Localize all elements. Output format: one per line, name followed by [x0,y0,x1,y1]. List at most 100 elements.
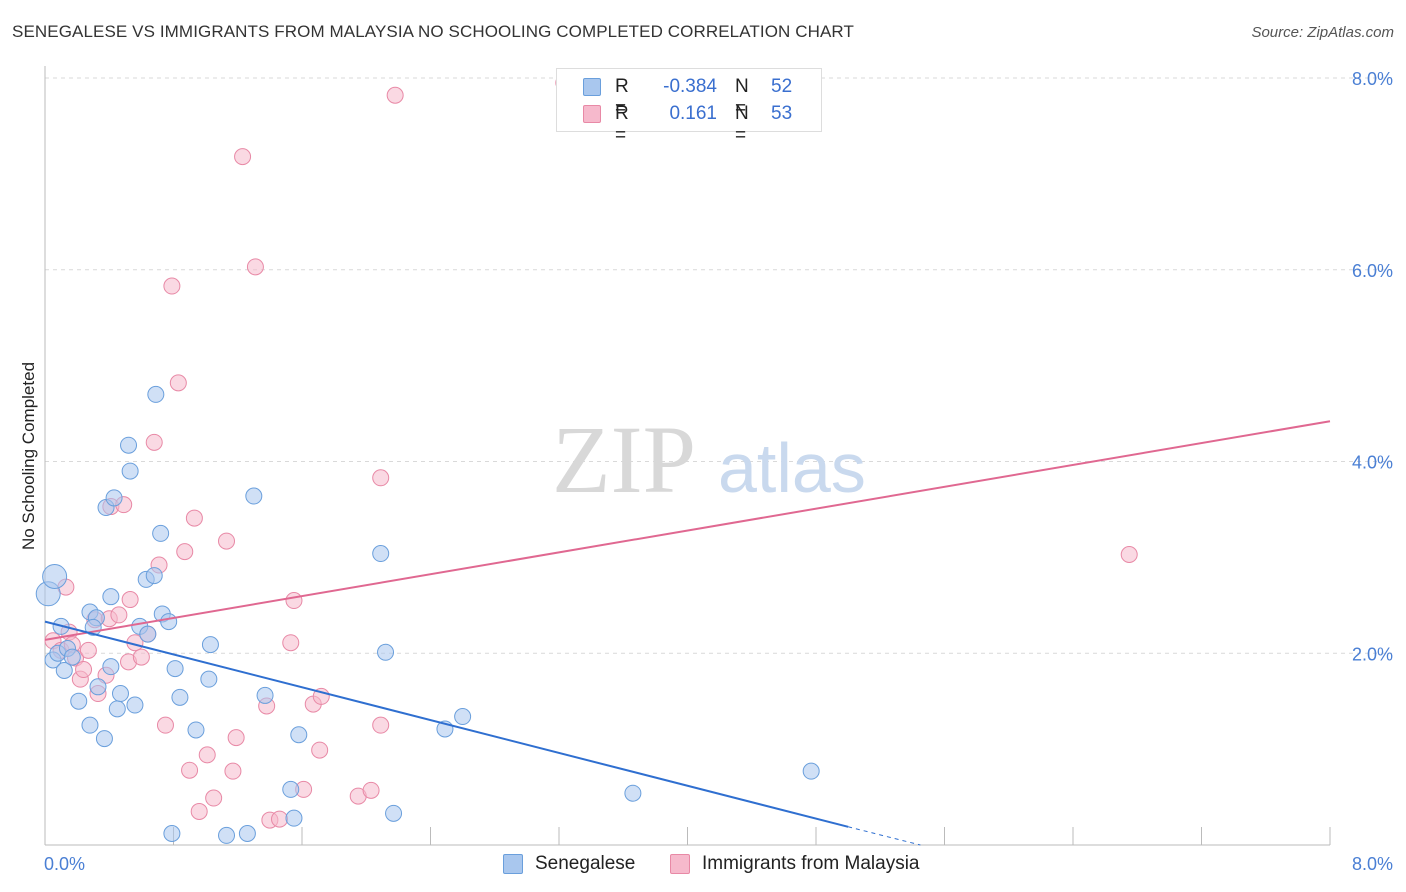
series-senegalese [35,385,820,844]
data-point-senegalese [218,826,236,844]
data-point-malaysia [163,277,181,295]
data-point-malaysia [271,810,289,828]
data-point-senegalese [187,721,205,739]
data-point-malaysia [145,433,163,451]
data-point-senegalese [171,688,189,706]
y-tick-label: 8.0% [1352,69,1393,89]
watermark-atlas: atlas [718,429,866,507]
data-point-senegalese [160,613,178,631]
y-tick-label: 6.0% [1352,261,1393,281]
data-point-senegalese [126,696,144,714]
data-point-senegalese [285,809,303,827]
data-point-senegalese [166,660,184,678]
data-point-malaysia [181,761,199,779]
legend-r-value: 0.161 [669,103,717,124]
y-tick-label: 2.0% [1352,644,1393,664]
trend-line-senegalese [44,620,849,828]
gridlines [45,77,1392,654]
bottom-legend-swatch-blue [503,854,523,874]
data-point-senegalese [81,716,99,734]
data-point-malaysia [386,86,404,104]
axes [44,66,1331,846]
data-point-malaysia [282,634,300,652]
data-point-malaysia [121,591,139,609]
data-point-senegalese [42,564,68,590]
data-point-senegalese [152,524,170,542]
series-immigrants-from-malaysia [44,74,1138,829]
data-point-malaysia [185,509,203,527]
data-point-malaysia [285,592,303,610]
data-point-senegalese [624,784,642,802]
bottom-legend-label: Immigrants from Malaysia [702,853,920,874]
watermark-zip: ZIP [552,406,696,513]
data-point-malaysia [311,741,329,759]
data-point-senegalese [55,662,73,680]
data-point-senegalese [377,643,395,661]
legend-swatch-blue [583,78,601,96]
data-point-senegalese [139,625,157,643]
data-point-senegalese [95,730,113,748]
legend-n-value: 53 [771,103,793,124]
bottom-legend-label: Senegalese [535,853,636,874]
data-point-senegalese [290,726,308,744]
chart-title: SENEGALESE VS IMMIGRANTS FROM MALAYSIA N… [12,22,854,41]
data-point-senegalese [102,658,120,676]
data-point-senegalese [245,487,263,505]
data-point-malaysia [224,762,242,780]
data-point-senegalese [120,436,138,454]
data-point-malaysia [218,532,236,550]
data-point-senegalese [802,762,820,780]
data-point-senegalese [111,685,129,703]
data-point-malaysia [1120,545,1138,563]
data-point-senegalese [63,648,81,666]
data-point-malaysia [156,716,174,734]
data-point-senegalese [147,385,165,403]
data-point-senegalese [108,700,126,718]
bottom-legend-swatch-pink [670,854,690,874]
data-point-malaysia [132,648,150,666]
legend-n-label: N = [735,76,749,119]
data-point-malaysia [190,802,208,820]
trend-line-senegalese-extension [848,826,921,846]
data-point-malaysia [372,716,390,734]
tick-labels: 2.0% 4.0% 6.0% 8.0% 0.0% 8.0% [44,69,1393,874]
legend-r-label: R = [615,76,629,119]
data-point-malaysia [198,746,216,764]
legend-r-label: R = [615,103,629,146]
x-tick-label: 0.0% [44,854,85,874]
data-point-senegalese [201,636,219,654]
y-tick-label: 4.0% [1352,453,1393,473]
data-point-malaysia [227,729,245,747]
data-point-senegalese [163,824,181,842]
x-tick-label: 8.0% [1352,854,1393,874]
data-point-senegalese [89,678,107,696]
data-point-malaysia [169,374,187,392]
data-point-senegalese [372,545,390,563]
data-point-senegalese [238,824,256,842]
data-point-senegalese [282,780,300,798]
data-point-malaysia [234,148,252,166]
data-point-senegalese [102,588,120,606]
legend-n-value: 52 [771,76,793,97]
data-point-malaysia [205,789,223,807]
data-point-senegalese [454,708,472,726]
data-point-malaysia [176,543,194,561]
data-point-malaysia [79,641,97,659]
data-point-senegalese [105,489,123,507]
data-point-senegalese [70,692,88,710]
data-point-malaysia [372,469,390,487]
trend-line-malaysia [44,420,1331,641]
data-point-malaysia [362,781,380,799]
data-point-malaysia [110,606,128,624]
data-point-senegalese [385,804,403,822]
legend-swatch-pink [583,105,601,123]
source-credit: Source: ZipAtlas.com [1251,24,1394,41]
data-point-malaysia [75,661,93,679]
data-point-senegalese [256,686,274,704]
watermark: ZIP atlas [552,406,866,513]
data-point-senegalese [121,462,139,480]
legend-r-value: -0.384 [663,76,717,97]
legend-n-label: N = [735,103,749,146]
data-point-senegalese [145,567,163,585]
